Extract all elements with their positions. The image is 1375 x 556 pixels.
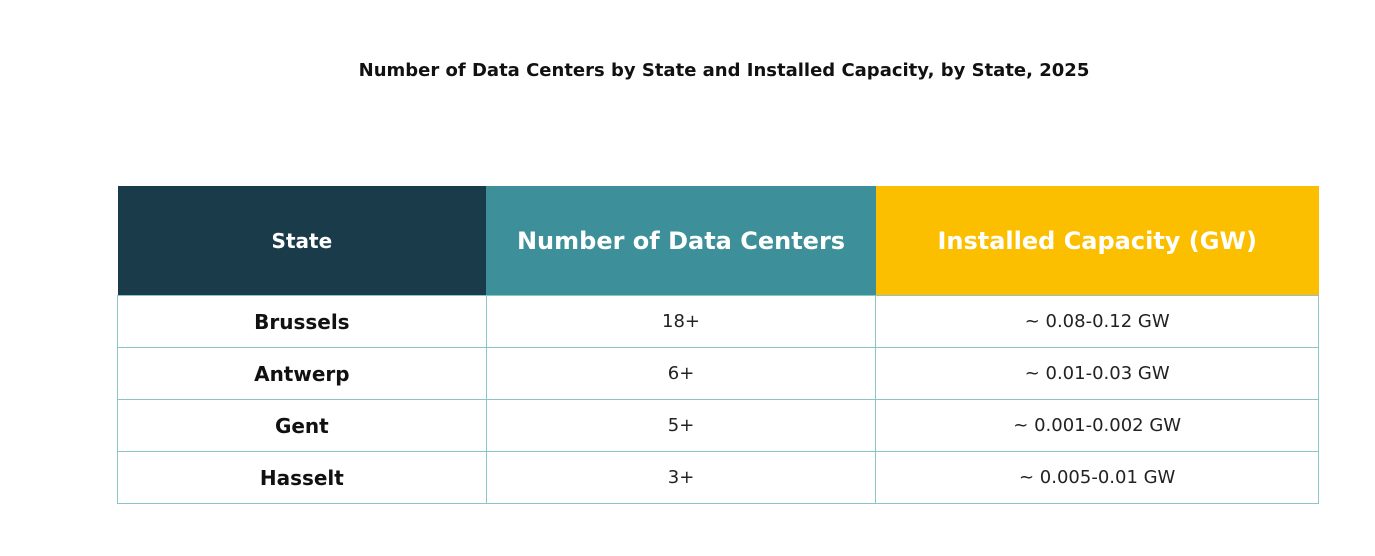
header-row: State Number of Data Centers Installed Cap… xyxy=(117,186,1319,296)
table-cell: ~ 0.08-0.12 GW xyxy=(875,295,1319,348)
table-cell: Hasselt xyxy=(117,451,487,504)
column-header: Number of Data Centers xyxy=(486,186,876,296)
table-cell: 18+ xyxy=(485,295,877,348)
table-header: State Number of Data Centers Installed Cap… xyxy=(117,186,1319,296)
table-cell: 6+ xyxy=(485,347,877,400)
table-row: Gent 5+ ~ 0.001-0.002 GW xyxy=(117,399,1319,452)
table-cell: ~ 0.005-0.01 GW xyxy=(875,451,1319,504)
table-cell: ~ 0.001-0.002 GW xyxy=(875,399,1319,452)
table-body: Brussels 18+ ~ 0.08-0.12 GW Antwerp 6+ ~ 0.01… xyxy=(117,295,1319,504)
title: Number of Data Centers by State and Inst… xyxy=(358,60,1090,81)
table-cell: Antwerp xyxy=(117,347,487,400)
column-header: Installed Capacity (GW) xyxy=(875,186,1319,296)
data-table: State Number of Data Centers Installed Cap… xyxy=(117,186,1319,504)
table-cell: 5+ xyxy=(485,399,877,452)
table-cell: Gent xyxy=(117,399,487,452)
table-cell: ~ 0.01-0.03 GW xyxy=(875,347,1319,400)
table-cell: Brussels xyxy=(117,295,487,348)
table-row: Antwerp 6+ ~ 0.01-0.03 GW xyxy=(117,347,1319,400)
table-row: Hasselt 3+ ~ 0.005-0.01 GW xyxy=(117,451,1319,504)
table-cell: 3+ xyxy=(485,451,877,504)
table-row: Brussels 18+ ~ 0.08-0.12 GW xyxy=(117,295,1319,348)
column-header: State xyxy=(117,186,487,296)
